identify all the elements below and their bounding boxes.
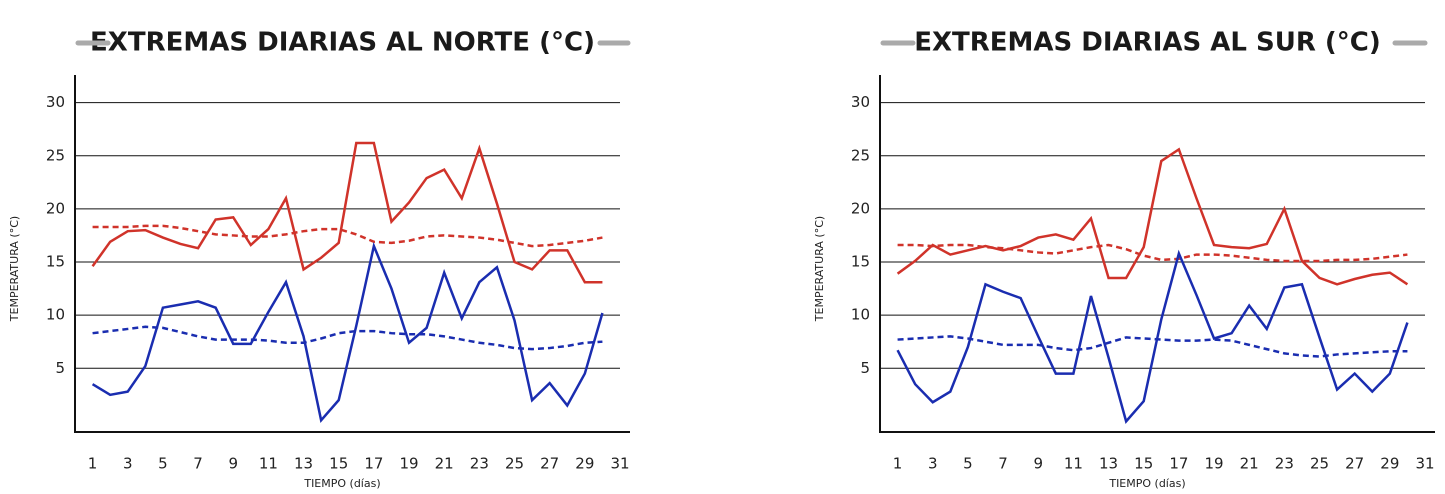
y-tick-label: 5 bbox=[55, 359, 65, 377]
x-tick-label: 3 bbox=[928, 455, 938, 473]
x-tick-label: 13 bbox=[294, 455, 313, 473]
x-tick-label: 31 bbox=[610, 455, 629, 473]
x-tick-label: 21 bbox=[1240, 455, 1259, 473]
x-tick-label: 13 bbox=[1099, 455, 1118, 473]
line-series bbox=[91, 141, 603, 284]
line-series bbox=[897, 335, 1408, 358]
x-tick-label: 29 bbox=[575, 455, 594, 473]
line-series bbox=[92, 224, 603, 248]
x-tick-label: 9 bbox=[1033, 455, 1043, 473]
x-tick-label: 31 bbox=[1415, 455, 1434, 473]
y-tick-label: 5 bbox=[860, 359, 870, 377]
x-tick-label: 27 bbox=[1345, 455, 1364, 473]
y-tick-label: 10 bbox=[851, 306, 870, 324]
line-series bbox=[91, 241, 604, 424]
x-tick-label: 19 bbox=[1204, 455, 1223, 473]
y-tick-label: 25 bbox=[46, 146, 65, 164]
y-tick-label: 20 bbox=[46, 199, 65, 217]
y-tick-label: 30 bbox=[46, 93, 65, 111]
x-tick-label: 17 bbox=[1169, 455, 1188, 473]
line-series bbox=[92, 325, 603, 351]
chart-title: EXTREMAS DIARIAS AL NORTE (°C) bbox=[90, 28, 595, 58]
x-tick-label: 7 bbox=[193, 455, 203, 473]
x-tick-label: 11 bbox=[1064, 455, 1083, 473]
x-tick-label: 21 bbox=[435, 455, 454, 473]
y-tick-label: 30 bbox=[851, 93, 870, 111]
y-axis-label: TEMPERATURA (°C) bbox=[813, 216, 826, 322]
x-tick-label: 29 bbox=[1380, 455, 1399, 473]
x-axis-label: TIEMPO (días) bbox=[303, 477, 380, 490]
x-tick-label: 1 bbox=[893, 455, 903, 473]
x-tick-label: 25 bbox=[1310, 455, 1329, 473]
x-tick-label: 5 bbox=[963, 455, 973, 473]
x-tick-label: 9 bbox=[228, 455, 238, 473]
x-tick-label: 15 bbox=[329, 455, 348, 473]
x-tick-label: 27 bbox=[540, 455, 559, 473]
line-series bbox=[897, 243, 1408, 263]
x-tick-label: 7 bbox=[998, 455, 1008, 473]
y-tick-label: 25 bbox=[851, 146, 870, 164]
line-series bbox=[896, 147, 1409, 286]
x-axis-label: TIEMPO (días) bbox=[1108, 477, 1185, 490]
x-tick-label: 11 bbox=[259, 455, 278, 473]
x-tick-label: 23 bbox=[470, 455, 489, 473]
y-tick-label: 15 bbox=[46, 253, 65, 271]
x-tick-label: 23 bbox=[1275, 455, 1294, 473]
x-tick-label: 5 bbox=[158, 455, 168, 473]
y-axis-label: TEMPERATURA (°C) bbox=[8, 216, 21, 322]
chart-title: EXTREMAS DIARIAS AL SUR (°C) bbox=[914, 28, 1381, 58]
x-tick-label: 17 bbox=[364, 455, 383, 473]
x-tick-label: 19 bbox=[399, 455, 418, 473]
x-tick-label: 1 bbox=[88, 455, 98, 473]
y-tick-label: 15 bbox=[851, 253, 870, 271]
x-tick-label: 3 bbox=[123, 455, 133, 473]
y-tick-label: 10 bbox=[46, 306, 65, 324]
line-series bbox=[896, 249, 1409, 424]
x-tick-label: 15 bbox=[1134, 455, 1153, 473]
x-tick-label: 25 bbox=[505, 455, 524, 473]
y-tick-label: 20 bbox=[851, 199, 870, 217]
